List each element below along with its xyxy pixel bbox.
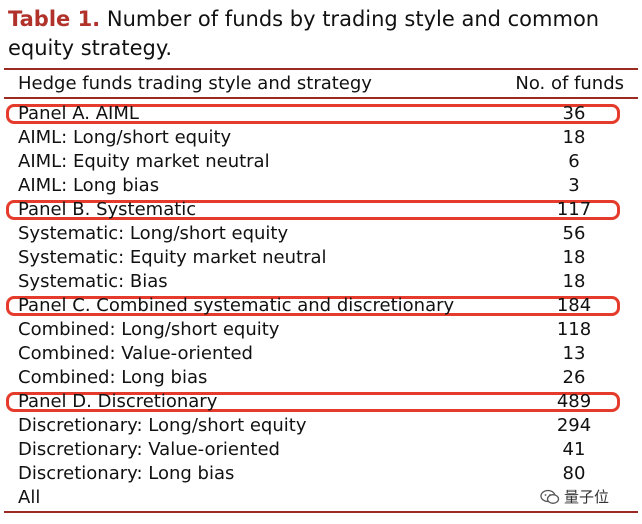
row-label: Panel C. Combined systematic and discret… — [18, 295, 455, 316]
row-label: AIML: Long/short equity — [18, 127, 232, 148]
row-value: 294 — [556, 415, 592, 436]
highlight-box — [6, 296, 620, 316]
row-value: 36 — [562, 103, 586, 124]
row-label: Discretionary: Long bias — [18, 463, 235, 484]
table-row: Combined: Value-oriented 13 — [16, 342, 616, 366]
table-row: Systematic: Equity market neutral 18 — [16, 246, 616, 270]
header-rule — [4, 97, 638, 99]
panel-row: Panel D. Discretionary 489 — [16, 390, 616, 414]
table-row: Discretionary: Long bias 80 — [16, 462, 616, 486]
row-label: AIML: Long bias — [18, 175, 160, 196]
table-header: Hedge funds trading style and strategy N… — [16, 72, 624, 96]
row-label: AIML: Equity market neutral — [18, 151, 270, 172]
row-label: Combined: Long/short equity — [18, 319, 280, 340]
watermark: 量子位 — [540, 486, 609, 507]
row-label: Discretionary: Value-oriented — [18, 439, 280, 460]
wechat-logo-icon — [540, 489, 560, 504]
row-value: 18 — [562, 247, 586, 268]
panel-row: Panel B. Systematic 117 — [16, 198, 616, 222]
header-strategy: Hedge funds trading style and strategy — [18, 73, 372, 94]
row-label: Panel B. Systematic — [18, 199, 197, 220]
row-value: 6 — [568, 151, 580, 172]
panel-row: Panel C. Combined systematic and discret… — [16, 294, 616, 318]
row-label: Panel D. Discretionary — [18, 391, 218, 412]
row-value: 26 — [562, 367, 586, 388]
table-row: Systematic: Bias 18 — [16, 270, 616, 294]
row-value: 489 — [556, 391, 592, 412]
row-value: 41 — [562, 439, 586, 460]
caption-text: Number of funds by trading style and com… — [8, 7, 600, 60]
table-caption: Table 1. Number of funds by trading styl… — [8, 5, 638, 63]
header-count: No. of funds — [515, 73, 624, 94]
watermark-text: 量子位 — [564, 488, 610, 506]
top-rule — [4, 68, 638, 70]
row-label: Combined: Value-oriented — [18, 343, 253, 364]
bottom-rule — [4, 511, 638, 513]
table-row: Combined: Long bias 26 — [16, 366, 616, 390]
row-value: 118 — [556, 319, 592, 340]
table-row: Discretionary: Value-oriented 41 — [16, 438, 616, 462]
row-label: Discretionary: Long/short equity — [18, 415, 307, 436]
row-value: 117 — [556, 199, 592, 220]
row-label: Combined: Long bias — [18, 367, 208, 388]
row-label: Panel A. AIML — [18, 103, 139, 124]
highlight-box — [6, 392, 620, 412]
row-label: All — [18, 487, 41, 508]
table-row: AIML: Long bias 3 — [16, 174, 616, 198]
row-value: 80 — [562, 463, 586, 484]
row-value: 184 — [556, 295, 592, 316]
table-row: Discretionary: Long/short equity 294 — [16, 414, 616, 438]
highlight-box — [6, 200, 620, 220]
table-row: Combined: Long/short equity 118 — [16, 318, 616, 342]
highlight-box — [6, 104, 620, 124]
row-value: 18 — [562, 127, 586, 148]
table-row: AIML: Equity market neutral 6 — [16, 150, 616, 174]
row-label: Systematic: Equity market neutral — [18, 247, 327, 268]
row-value: 13 — [562, 343, 586, 364]
table-row: AIML: Long/short equity 18 — [16, 126, 616, 150]
table-row: Systematic: Long/short equity 56 — [16, 222, 616, 246]
row-value: 56 — [562, 223, 586, 244]
row-label: Systematic: Bias — [18, 271, 168, 292]
row-value: 18 — [562, 271, 586, 292]
panel-row: Panel A. AIML 36 — [16, 102, 616, 126]
caption-label: Table 1. — [8, 7, 101, 31]
row-value: 3 — [568, 175, 580, 196]
table-row: All — [16, 486, 616, 510]
row-label: Systematic: Long/short equity — [18, 223, 289, 244]
